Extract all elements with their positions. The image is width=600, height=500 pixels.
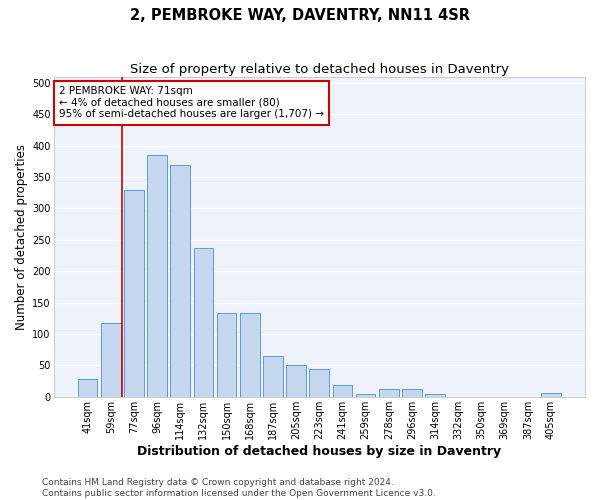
Bar	[194, 248, 213, 397]
Bar	[240, 314, 260, 397]
Bar	[402, 388, 422, 397]
X-axis label: Distribution of detached houses by size in Daventry: Distribution of detached houses by size …	[137, 444, 502, 458]
Bar	[124, 190, 144, 397]
Bar	[147, 155, 167, 397]
Bar	[332, 386, 352, 397]
Bar	[170, 164, 190, 397]
Bar	[78, 379, 97, 397]
Text: Contains HM Land Registry data © Crown copyright and database right 2024.
Contai: Contains HM Land Registry data © Crown c…	[42, 478, 436, 498]
Text: 2 PEMBROKE WAY: 71sqm
← 4% of detached houses are smaller (80)
95% of semi-detac: 2 PEMBROKE WAY: 71sqm ← 4% of detached h…	[59, 86, 324, 120]
Y-axis label: Number of detached properties: Number of detached properties	[15, 144, 28, 330]
Bar	[425, 394, 445, 397]
Bar	[263, 356, 283, 397]
Title: Size of property relative to detached houses in Daventry: Size of property relative to detached ho…	[130, 62, 509, 76]
Bar	[356, 394, 376, 397]
Bar	[286, 365, 306, 397]
Bar	[310, 368, 329, 397]
Text: 2, PEMBROKE WAY, DAVENTRY, NN11 4SR: 2, PEMBROKE WAY, DAVENTRY, NN11 4SR	[130, 8, 470, 22]
Bar	[541, 393, 561, 397]
Bar	[379, 388, 398, 397]
Bar	[101, 322, 121, 397]
Bar	[217, 314, 236, 397]
